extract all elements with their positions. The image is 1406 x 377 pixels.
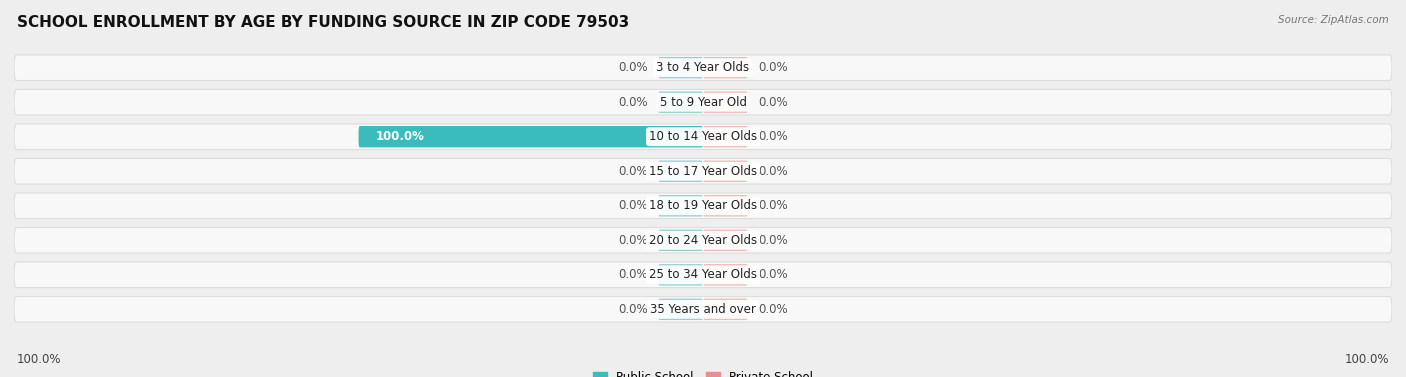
Text: 0.0%: 0.0% xyxy=(619,199,648,212)
Text: 0.0%: 0.0% xyxy=(619,303,648,316)
FancyBboxPatch shape xyxy=(359,126,703,147)
Text: 3 to 4 Year Olds: 3 to 4 Year Olds xyxy=(657,61,749,74)
FancyBboxPatch shape xyxy=(658,230,703,251)
Text: 25 to 34 Year Olds: 25 to 34 Year Olds xyxy=(650,268,756,281)
Text: 0.0%: 0.0% xyxy=(758,130,787,143)
FancyBboxPatch shape xyxy=(703,299,748,320)
Text: 100.0%: 100.0% xyxy=(1344,353,1389,366)
Text: 0.0%: 0.0% xyxy=(619,96,648,109)
FancyBboxPatch shape xyxy=(14,158,1392,184)
FancyBboxPatch shape xyxy=(658,57,703,78)
FancyBboxPatch shape xyxy=(14,193,1392,219)
Legend: Public School, Private School: Public School, Private School xyxy=(588,366,818,377)
Text: 0.0%: 0.0% xyxy=(758,268,787,281)
Text: 0.0%: 0.0% xyxy=(619,165,648,178)
Text: 0.0%: 0.0% xyxy=(758,61,787,74)
FancyBboxPatch shape xyxy=(703,161,748,182)
Text: Source: ZipAtlas.com: Source: ZipAtlas.com xyxy=(1278,15,1389,25)
FancyBboxPatch shape xyxy=(658,161,703,182)
Text: 0.0%: 0.0% xyxy=(758,234,787,247)
Text: 0.0%: 0.0% xyxy=(619,234,648,247)
FancyBboxPatch shape xyxy=(703,57,748,78)
FancyBboxPatch shape xyxy=(14,227,1392,253)
FancyBboxPatch shape xyxy=(703,92,748,113)
FancyBboxPatch shape xyxy=(14,89,1392,115)
FancyBboxPatch shape xyxy=(658,299,703,320)
Text: 20 to 24 Year Olds: 20 to 24 Year Olds xyxy=(650,234,756,247)
FancyBboxPatch shape xyxy=(14,262,1392,288)
Text: 5 to 9 Year Old: 5 to 9 Year Old xyxy=(659,96,747,109)
FancyBboxPatch shape xyxy=(14,297,1392,322)
Text: 0.0%: 0.0% xyxy=(619,61,648,74)
Text: SCHOOL ENROLLMENT BY AGE BY FUNDING SOURCE IN ZIP CODE 79503: SCHOOL ENROLLMENT BY AGE BY FUNDING SOUR… xyxy=(17,15,628,30)
FancyBboxPatch shape xyxy=(14,55,1392,80)
Text: 100.0%: 100.0% xyxy=(17,353,62,366)
FancyBboxPatch shape xyxy=(658,195,703,216)
Text: 15 to 17 Year Olds: 15 to 17 Year Olds xyxy=(650,165,756,178)
Text: 0.0%: 0.0% xyxy=(758,303,787,316)
FancyBboxPatch shape xyxy=(703,230,748,251)
Text: 35 Years and over: 35 Years and over xyxy=(650,303,756,316)
FancyBboxPatch shape xyxy=(703,195,748,216)
Text: 0.0%: 0.0% xyxy=(758,96,787,109)
Text: 10 to 14 Year Olds: 10 to 14 Year Olds xyxy=(650,130,756,143)
Text: 0.0%: 0.0% xyxy=(619,268,648,281)
FancyBboxPatch shape xyxy=(658,92,703,113)
Text: 0.0%: 0.0% xyxy=(758,199,787,212)
Text: 18 to 19 Year Olds: 18 to 19 Year Olds xyxy=(650,199,756,212)
FancyBboxPatch shape xyxy=(703,126,748,147)
FancyBboxPatch shape xyxy=(14,124,1392,150)
Text: 100.0%: 100.0% xyxy=(375,130,425,143)
FancyBboxPatch shape xyxy=(658,264,703,285)
FancyBboxPatch shape xyxy=(703,264,748,285)
Text: 0.0%: 0.0% xyxy=(758,165,787,178)
